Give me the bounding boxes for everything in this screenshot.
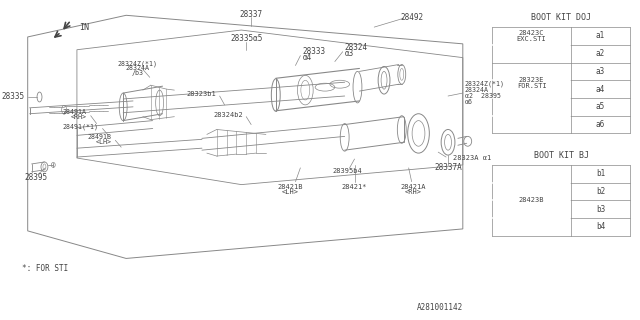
Text: 28335: 28335 [2,92,25,101]
Text: <LH>: <LH> [95,139,111,145]
Text: b2: b2 [596,187,605,196]
Text: 28335α5: 28335α5 [230,35,262,44]
Text: a6: a6 [596,120,605,129]
Text: 28491(*1): 28491(*1) [63,123,99,130]
Text: 28491A: 28491A [63,109,87,115]
Text: 28421*: 28421* [342,184,367,189]
Text: 28492: 28492 [400,13,423,22]
Text: BOOT KIT BJ: BOOT KIT BJ [534,151,589,160]
Text: FOR.STI: FOR.STI [517,83,547,89]
Text: <RH>: <RH> [405,188,422,195]
Text: A281001142: A281001142 [417,303,463,312]
Text: IN: IN [79,23,89,32]
Text: 28421B: 28421B [278,184,303,189]
Text: <RH>: <RH> [71,114,87,120]
Text: 28337: 28337 [239,10,262,19]
Text: a3: a3 [596,67,605,76]
Text: 28423C: 28423C [519,30,545,36]
Text: 28324Z(*1): 28324Z(*1) [465,81,505,87]
Text: a2: a2 [596,49,605,58]
Text: α2  28395: α2 28395 [465,93,500,99]
Text: 28324Z(*1): 28324Z(*1) [118,60,158,67]
Text: 28324: 28324 [345,43,368,52]
Text: α3: α3 [345,49,354,58]
Text: a5: a5 [596,102,605,111]
Text: 28337A: 28337A [434,164,462,172]
Text: EXC.STI: EXC.STI [517,36,547,42]
Text: /b3: /b3 [132,70,144,76]
Text: 28491B: 28491B [88,134,111,140]
Text: 28395: 28395 [24,173,47,182]
Text: a1: a1 [596,31,605,40]
Text: 28323E: 28323E [519,77,545,83]
Text: 28333: 28333 [302,47,326,56]
Text: 28395b4: 28395b4 [333,168,362,174]
Text: b4: b4 [596,222,605,231]
Text: 28324A: 28324A [126,66,150,71]
Text: a4: a4 [596,84,605,94]
Text: 28423B: 28423B [519,197,545,204]
Text: 28324A: 28324A [465,87,489,93]
Text: α6: α6 [465,99,473,105]
Text: <LH>: <LH> [282,188,299,195]
Text: 28323b1: 28323b1 [187,91,217,97]
Text: 28323A α1: 28323A α1 [453,155,492,161]
Text: 28324b2: 28324b2 [214,112,243,118]
Text: b3: b3 [596,205,605,214]
Text: 28421A: 28421A [401,184,426,189]
Text: b1: b1 [596,169,605,178]
Text: *: FOR STI: *: FOR STI [22,264,68,273]
Text: α4: α4 [302,53,312,62]
Text: BOOT KIT DOJ: BOOT KIT DOJ [531,13,591,22]
